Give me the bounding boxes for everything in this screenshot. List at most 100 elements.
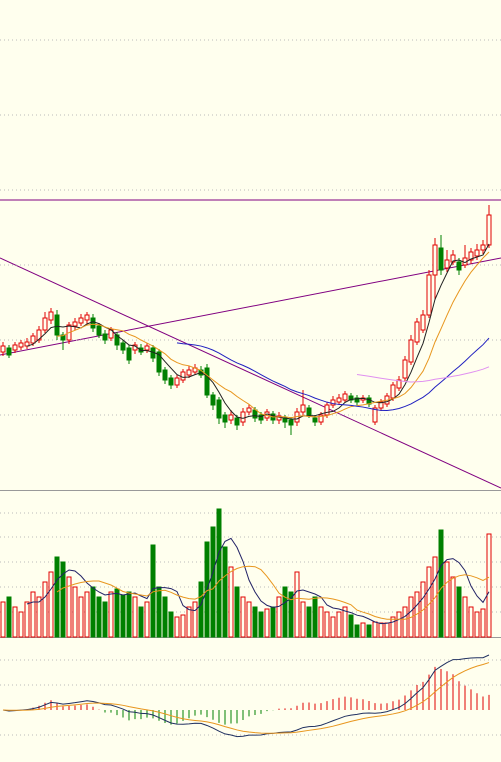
volume-bar bbox=[144, 601, 150, 638]
volume-bar bbox=[288, 591, 294, 638]
candle-body bbox=[276, 415, 282, 421]
candle-body bbox=[396, 379, 402, 389]
volume-bar bbox=[18, 611, 24, 638]
candle-body bbox=[174, 377, 180, 386]
candle-body bbox=[36, 329, 42, 341]
candle-body bbox=[348, 395, 354, 401]
volume-bar bbox=[360, 622, 366, 638]
volume-bar bbox=[264, 608, 270, 638]
candle-body bbox=[312, 417, 318, 423]
candle-body bbox=[30, 335, 36, 344]
candle-body bbox=[228, 414, 234, 421]
candle-body bbox=[216, 399, 222, 419]
volume-bar bbox=[444, 561, 450, 638]
candle-body bbox=[144, 345, 150, 351]
candle-body bbox=[234, 417, 240, 426]
candle-body bbox=[246, 407, 252, 413]
volume-bar bbox=[210, 526, 216, 638]
candle-body bbox=[480, 244, 486, 251]
volume-bar bbox=[294, 571, 300, 638]
volume-bar bbox=[240, 596, 246, 638]
volume-bar bbox=[486, 533, 492, 638]
volume-bar bbox=[300, 601, 306, 638]
volume-bar bbox=[120, 594, 126, 638]
volume-bar bbox=[156, 586, 162, 638]
candle-body bbox=[6, 347, 12, 356]
volume-bar bbox=[282, 586, 288, 638]
candle-body bbox=[252, 409, 258, 419]
volume-bar bbox=[12, 606, 18, 638]
volume-bar bbox=[246, 601, 252, 638]
candle-body bbox=[258, 414, 264, 421]
volume-average bbox=[26, 537, 490, 625]
moving-average bbox=[176, 337, 490, 411]
candle-body bbox=[354, 397, 360, 403]
volume-bar bbox=[390, 616, 396, 638]
candle-body bbox=[72, 321, 78, 327]
candle-body bbox=[18, 342, 24, 348]
volume-bar bbox=[30, 591, 36, 638]
candle-body bbox=[162, 369, 168, 381]
candle-body bbox=[432, 244, 438, 276]
volume-bar bbox=[228, 566, 234, 638]
macd-dif bbox=[2, 654, 490, 738]
candle-body bbox=[456, 261, 462, 271]
candle-body bbox=[468, 251, 474, 261]
candle-body bbox=[330, 399, 336, 406]
candle-body bbox=[408, 339, 414, 363]
volume-bar bbox=[384, 622, 390, 638]
candle-body bbox=[42, 317, 48, 331]
volume-bar bbox=[372, 621, 378, 638]
candle-body bbox=[444, 259, 450, 269]
volume-bar bbox=[402, 606, 408, 638]
volume-bar bbox=[258, 611, 264, 638]
volume-bar bbox=[198, 581, 204, 638]
volume-bar bbox=[234, 586, 240, 638]
volume-bar bbox=[312, 596, 318, 638]
volume-bar bbox=[24, 601, 30, 638]
candle-body bbox=[60, 334, 66, 341]
macd-dea bbox=[2, 662, 490, 734]
candle-body bbox=[168, 377, 174, 386]
volume-bar bbox=[450, 576, 456, 638]
candle-body bbox=[486, 214, 492, 246]
candle-body bbox=[90, 317, 96, 329]
volume-bar bbox=[216, 508, 222, 638]
candle-body bbox=[12, 344, 18, 351]
volume-bar bbox=[396, 611, 402, 638]
volume-bar bbox=[348, 614, 354, 638]
candle-body bbox=[240, 411, 246, 423]
volume-bar bbox=[468, 606, 474, 638]
candle-body bbox=[306, 407, 312, 416]
candle-body bbox=[288, 419, 294, 426]
candle-body bbox=[402, 359, 408, 379]
volume-bar bbox=[60, 561, 66, 638]
volume-bar bbox=[6, 596, 12, 638]
volume-bar bbox=[90, 586, 96, 638]
candle-body bbox=[0, 345, 6, 353]
candle-body bbox=[120, 342, 126, 351]
trend-line bbox=[0, 257, 501, 489]
volume-bar bbox=[78, 596, 84, 638]
candle-body bbox=[474, 249, 480, 257]
candle-body bbox=[102, 333, 108, 341]
volume-bar bbox=[324, 611, 330, 638]
moving-average bbox=[356, 366, 490, 383]
volume-bar bbox=[102, 601, 108, 638]
volume-bar bbox=[114, 588, 120, 638]
volume-bar bbox=[306, 606, 312, 638]
candle-body bbox=[78, 317, 84, 324]
trend-line bbox=[0, 257, 501, 356]
candle-body bbox=[420, 314, 426, 331]
volume-bar bbox=[132, 596, 138, 638]
volume-bar bbox=[276, 596, 282, 638]
volume-bar bbox=[36, 596, 42, 638]
volume-bar bbox=[48, 571, 54, 638]
volume-bar bbox=[96, 596, 102, 638]
candle-body bbox=[96, 325, 102, 336]
candle-body bbox=[210, 394, 216, 406]
volume-bar bbox=[162, 596, 168, 638]
candle-body bbox=[126, 347, 132, 361]
